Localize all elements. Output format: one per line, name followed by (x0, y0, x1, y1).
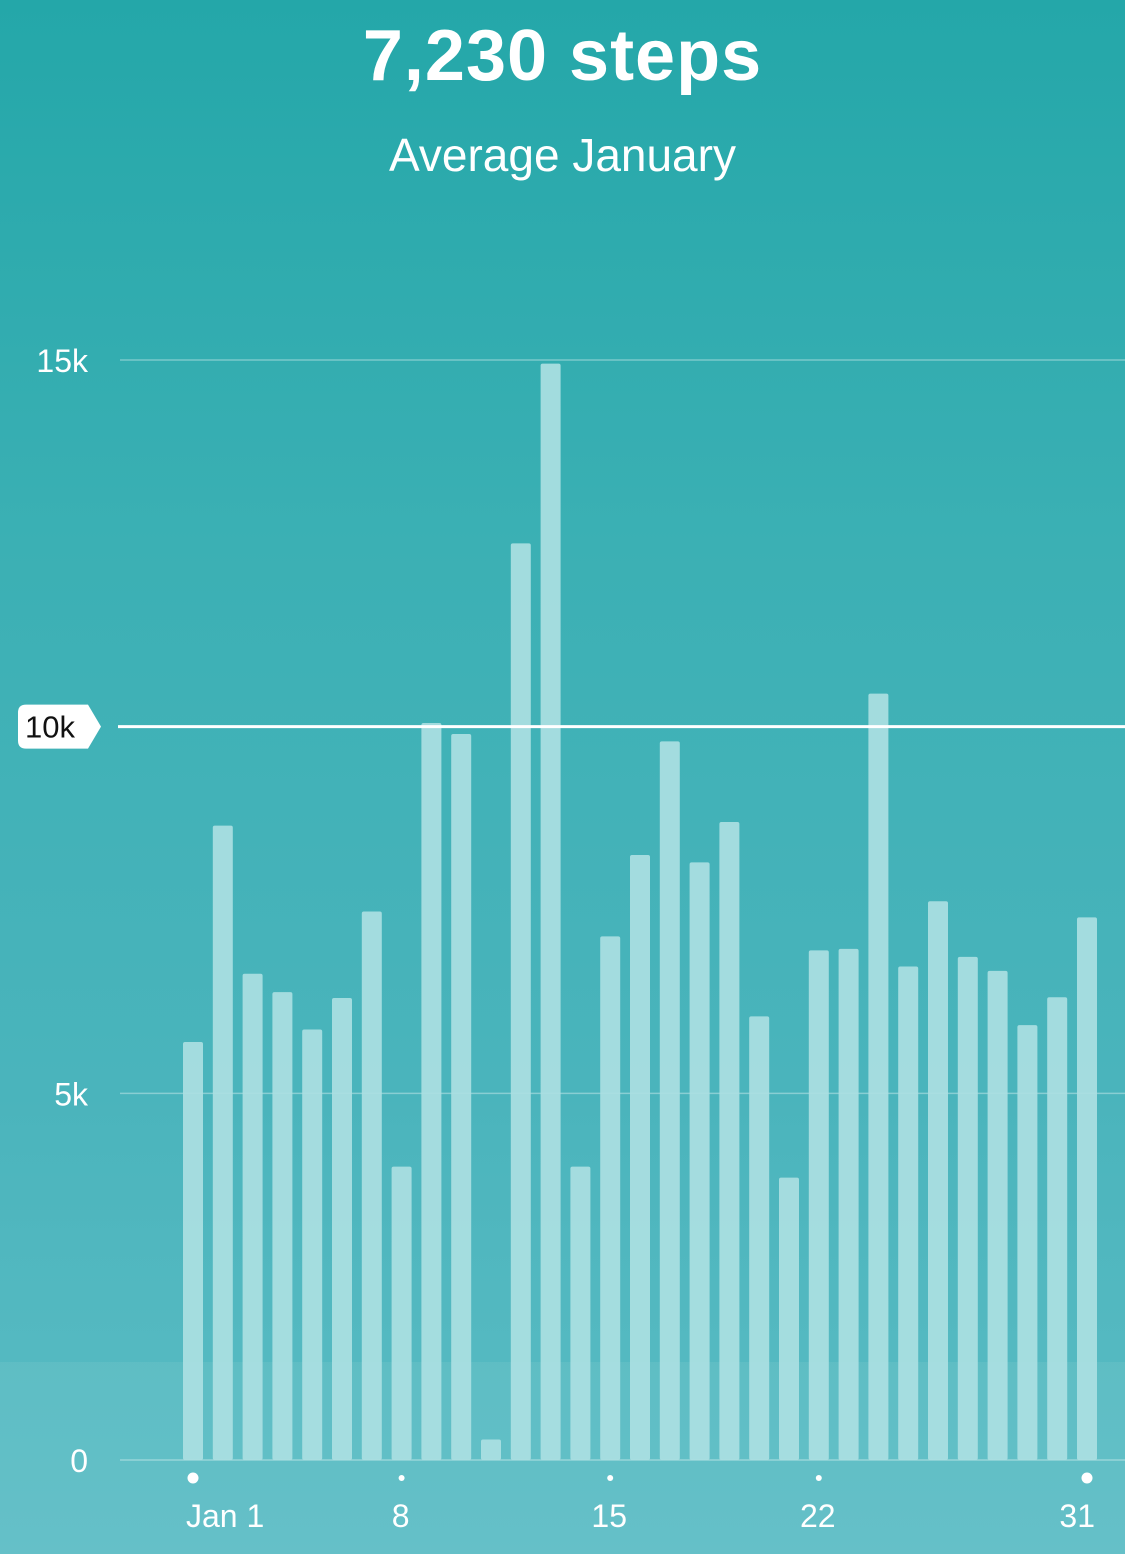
average-period-label: Average January (389, 129, 736, 181)
bar-day-14[interactable] (570, 1166, 591, 1460)
bar-day-26[interactable] (928, 901, 948, 1460)
bar-day-20[interactable] (749, 1016, 770, 1460)
x-axis: Jan 1 8 15 22 31 (186, 1472, 1095, 1534)
bar-day-31[interactable] (1077, 917, 1097, 1460)
bar-day-23[interactable] (838, 948, 859, 1460)
bar-day-22[interactable] (808, 950, 829, 1460)
bar-day-8[interactable] (391, 1166, 412, 1460)
bar-day-18[interactable] (689, 862, 710, 1460)
bar-day-2[interactable] (212, 825, 233, 1460)
bar-day-17[interactable] (659, 741, 680, 1460)
y-tick-label: 5k (54, 1076, 89, 1112)
bar-day-10[interactable] (451, 734, 472, 1460)
y-tick-label: 15k (36, 343, 89, 379)
bar-day-13[interactable] (540, 363, 561, 1461)
grid-layer: 0 5k 15k (36, 343, 1125, 1479)
x-tick-label: Jan 1 (186, 1498, 264, 1534)
average-steps-value: 7,230 steps (362, 16, 763, 96)
x-tick-dot (398, 1475, 405, 1481)
goal-label: 10k (25, 710, 75, 745)
bar-day-27[interactable] (957, 956, 978, 1460)
bar-day-25[interactable] (898, 966, 919, 1460)
bar-day-3[interactable] (242, 973, 263, 1460)
bar-day-7[interactable] (361, 911, 382, 1460)
bar-day-11[interactable] (481, 1439, 501, 1460)
x-tick-label: 15 (591, 1498, 627, 1534)
bar-day-6[interactable] (332, 998, 352, 1460)
bar-day-9[interactable] (421, 723, 442, 1460)
x-tick-label: 8 (392, 1498, 410, 1534)
y-tick-label: 0 (70, 1443, 88, 1479)
bar-day-21[interactable] (779, 1177, 799, 1460)
bar-day-19[interactable] (719, 822, 740, 1460)
x-tick-label: 31 (1059, 1498, 1095, 1534)
bar-day-30[interactable] (1047, 997, 1068, 1460)
x-tick-label: 22 (800, 1498, 836, 1534)
x-tick-dot (815, 1475, 822, 1481)
goal-flag (18, 704, 101, 749)
bar-day-29[interactable] (1017, 1025, 1038, 1460)
bar-day-5[interactable] (302, 1029, 323, 1460)
x-tick-dot (187, 1472, 199, 1484)
x-tick-dot (607, 1475, 614, 1481)
x-tick-dot (1081, 1472, 1093, 1484)
goal-layer: 10k (18, 704, 1125, 749)
bars-layer (183, 363, 1097, 1461)
bar-day-16[interactable] (630, 855, 650, 1460)
bar-day-15[interactable] (600, 936, 621, 1460)
bar-day-28[interactable] (987, 970, 1008, 1460)
bar-day-4[interactable] (272, 992, 293, 1460)
bar-day-24[interactable] (868, 693, 889, 1460)
bar-day-1[interactable] (183, 1042, 203, 1460)
bar-day-12[interactable] (510, 543, 531, 1460)
